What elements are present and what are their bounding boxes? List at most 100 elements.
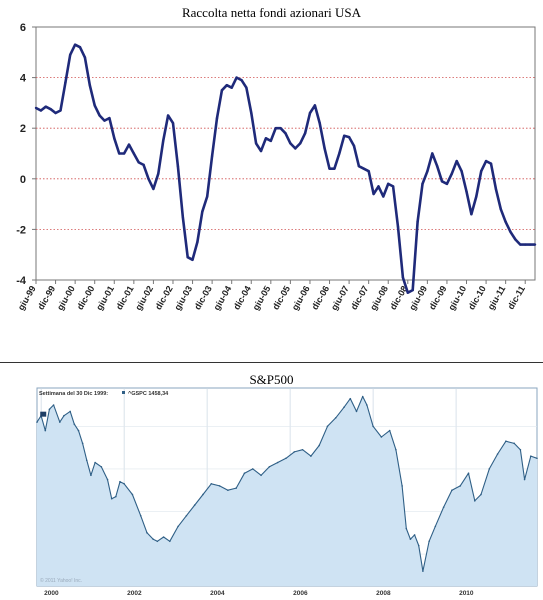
data-point [59,421,61,423]
data-point [318,444,320,447]
data-point [349,397,352,400]
data-point [484,159,488,163]
data-point [220,89,224,92]
data-point [269,139,273,143]
data-point [372,425,374,428]
data-point [298,142,302,145]
data-point [411,288,414,292]
data-point [250,111,253,115]
data-point [115,495,117,498]
data-point [77,429,80,432]
data-point [380,436,383,438]
data-point [395,448,397,451]
data-point [39,109,43,112]
data-point [499,207,502,211]
data-point [227,489,229,491]
data-point [533,243,537,246]
data-point [445,182,449,186]
data-point [108,116,111,120]
data-point [513,442,515,445]
data-point [409,538,412,540]
data-point [81,442,84,445]
data-point [333,167,336,170]
data-point [90,474,92,477]
data-point [372,192,375,196]
data-point [301,448,304,451]
data-point [201,210,204,213]
data-point [152,538,154,540]
data-point [338,152,341,155]
data-point [191,258,194,261]
y-tick-label: 2 [20,123,26,135]
data-point [123,483,125,485]
data-point [488,468,491,470]
data-point [69,53,72,57]
data-point [210,483,213,485]
data-point [431,152,434,155]
x-tick-label: 2010 [459,590,474,597]
data-point [162,536,165,538]
y-tick-label: -4 [16,275,27,287]
data-point [181,215,184,218]
data-point [285,457,287,460]
data-point [166,114,170,117]
data-point [473,500,476,502]
data-point [48,408,51,411]
data-point [110,497,113,500]
data-point [434,525,437,528]
data-point [85,459,88,462]
data-point [536,457,538,460]
data-point [185,514,188,517]
data-point [152,187,155,191]
data-point [103,119,106,122]
y-tick-label: 0 [20,174,26,186]
data-point [361,395,364,398]
data-point [59,109,62,112]
data-point [176,164,180,168]
data-point [156,540,159,543]
data-point [168,540,171,543]
data-point [308,111,312,115]
data-point [106,478,109,481]
x-tick-label: 2004 [210,590,225,597]
data-point [451,489,453,491]
data-point [388,429,391,432]
data-point [132,152,136,155]
data-point [343,134,346,137]
data-point [142,163,145,167]
data-point [524,243,527,246]
x-tick-label: 2006 [293,590,308,597]
data-point [428,540,430,543]
data-point [489,162,493,165]
x-tick-label: 2008 [376,590,391,597]
data-point [83,56,87,59]
data-point [519,243,522,246]
data-point [323,147,326,150]
data-point [396,225,400,229]
data-point [137,161,140,164]
data-point [450,172,454,175]
data-point [382,195,385,198]
data-point [264,137,268,140]
data-point [435,164,439,168]
data-point [455,159,458,163]
data-point [268,465,271,468]
data-point [421,182,424,186]
data-point [88,83,92,87]
chart-separator [0,362,543,363]
data-point [496,453,499,455]
data-point [328,167,331,170]
data-point [44,105,47,108]
data-point [417,544,420,547]
data-point [519,448,522,451]
data-point [243,472,246,474]
data-point [259,149,263,153]
data-point [387,182,390,186]
data-point [367,170,370,173]
data-point [122,152,126,155]
data-point [240,78,243,82]
data-point [100,465,103,468]
data-point [405,527,408,530]
watermark: © 2011 Yahoo! Inc. [40,577,82,584]
